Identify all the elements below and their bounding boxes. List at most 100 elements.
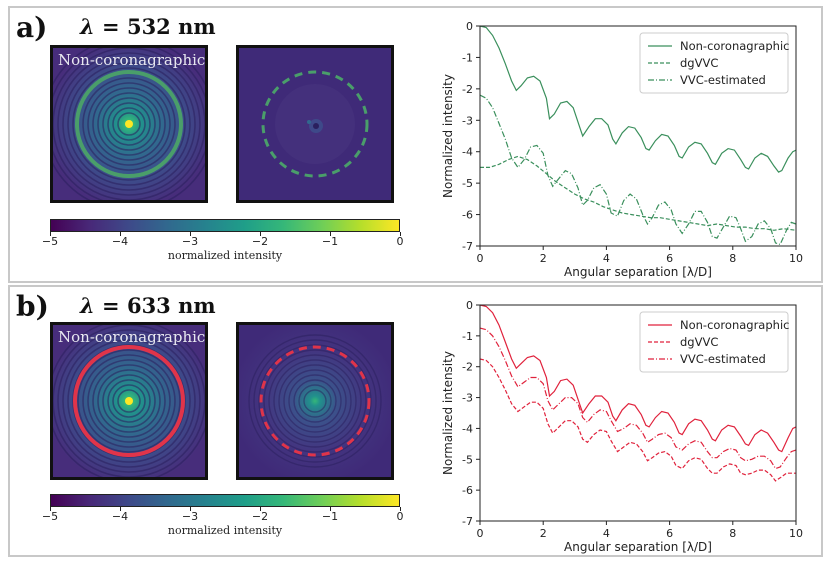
y-tick-label: -6 — [462, 209, 473, 222]
control-region-dashed-circle — [261, 70, 369, 178]
x-axis-label: Angular separation [λ/D] — [564, 265, 712, 279]
x-tick-label: 0 — [477, 527, 484, 540]
y-tick-label: -6 — [462, 484, 473, 497]
colorbar-tick — [189, 507, 191, 511]
wavelength-value: = 633 nm — [94, 293, 216, 318]
colorbar-tick — [259, 232, 261, 236]
colorbar-tick-label: −3 — [181, 510, 199, 523]
lambda-symbol: λ — [80, 14, 95, 39]
colorbar-tick-label: −1 — [321, 510, 339, 523]
psf-image — [53, 325, 205, 477]
colorbar-label: normalized intensity — [167, 524, 283, 537]
x-tick-label: 8 — [729, 527, 736, 540]
legend-label: VVC-estimated — [680, 352, 766, 366]
legend-label: VVC-estimated — [680, 73, 766, 87]
legend — [639, 311, 789, 373]
x-tick-label: 8 — [729, 252, 736, 265]
colorbar-tick-label: −1 — [321, 235, 339, 248]
colorbar — [50, 219, 400, 232]
colorbar-tick-label: −2 — [251, 235, 269, 248]
control-region-circle — [73, 345, 185, 457]
y-tick-label: -4 — [462, 146, 473, 159]
legend-label: dgVVC — [680, 335, 718, 349]
colorbar-tick-label: 0 — [396, 235, 404, 248]
series-line-dgvvc — [479, 358, 796, 482]
x-tick-label: 6 — [666, 252, 673, 265]
wavelength-title: λ = 633 nm — [80, 293, 216, 318]
colorbar-tick-label: −4 — [111, 235, 129, 248]
colorbar-tick — [329, 232, 331, 236]
colorbar-tick-label: 0 — [396, 510, 404, 523]
coronagraphic-psf — [239, 48, 391, 200]
panel-label: a) — [16, 11, 48, 44]
y-tick-label: -7 — [462, 515, 473, 528]
colorbar-tick — [119, 507, 121, 511]
y-tick-label: -1 — [462, 330, 473, 343]
colorbar-tick — [399, 507, 401, 511]
y-tick-label: -3 — [462, 392, 473, 405]
control-region-circle — [75, 70, 183, 178]
colorbar-label: normalized intensity — [167, 249, 283, 262]
colorbar-tick — [49, 232, 51, 236]
image-label: Non-coronagraphic — [58, 328, 206, 346]
x-tick-label: 6 — [666, 527, 673, 540]
series-line-vvc-estimated — [479, 94, 797, 246]
colorbar-tick-label: −5 — [41, 235, 59, 248]
non-coronagraphic-image: Non-coronagraphic — [50, 322, 208, 480]
colorbar-tick — [399, 232, 401, 236]
y-tick-label: 0 — [466, 299, 473, 312]
y-tick-label: -5 — [462, 177, 473, 190]
legend-label: dgVVC — [680, 56, 718, 70]
y-tick-label: 0 — [466, 20, 473, 33]
psf-image — [53, 48, 205, 200]
x-axis-label: Angular separation [λ/D] — [564, 540, 712, 554]
control-region-dashed-circle — [259, 345, 371, 457]
y-tick-label: -3 — [462, 114, 473, 127]
intensity-plot: 0 -1 -2 -3 -4 -5 -6 -7 0 2 4 6 8 10 Angular separation… — [441, 299, 803, 554]
y-tick-label: -7 — [462, 240, 473, 253]
legend — [639, 32, 789, 94]
series-line-non-coronagraphic — [479, 304, 797, 453]
panel-b: b) λ = 633 nm Non-coronagraphic — [8, 285, 823, 557]
colorbar-tick — [49, 507, 51, 511]
colorbar-tick-label: −4 — [111, 510, 129, 523]
y-tick-label: -2 — [462, 361, 473, 374]
panel-a: a) λ = 532 nm Non-coronagraphic — [8, 6, 823, 283]
y-axis-label: Normalized intensity — [441, 74, 455, 198]
coronagraphic-image — [236, 322, 394, 480]
x-tick-label: 2 — [540, 527, 547, 540]
series-line-dgvvc — [480, 155, 797, 231]
colorbar-tick — [119, 232, 121, 236]
plot-frame — [479, 304, 797, 522]
x-tick-label: 0 — [477, 252, 484, 265]
legend-label: Non-coronagraphic — [680, 318, 789, 332]
colorbar-tick — [259, 507, 261, 511]
legend-label: Non-coronagraphic — [680, 39, 789, 53]
y-tick-label: -1 — [462, 51, 473, 64]
plot-frame — [479, 25, 797, 247]
colorbar-tick-label: −2 — [251, 510, 269, 523]
coronagraphic-image — [236, 45, 394, 203]
image-label: Non-coronagraphic — [58, 51, 206, 69]
x-tick-label: 4 — [603, 527, 610, 540]
colorbar-tick-label: −5 — [41, 510, 59, 523]
y-axis-label: Normalized intensity — [441, 351, 455, 475]
lambda-symbol: λ — [80, 293, 95, 318]
wavelength-value: = 532 nm — [94, 14, 216, 39]
y-tick-label: -2 — [462, 83, 473, 96]
intensity-plot: 0 -1 -2 -3 -4 -5 -6 -7 0 2 4 6 8 10 Angular separation… — [441, 20, 803, 279]
colorbar — [50, 494, 400, 507]
y-tick-label: -5 — [462, 453, 473, 466]
wavelength-title: λ = 532 nm — [80, 14, 216, 39]
x-tick-label: 2 — [540, 252, 547, 265]
panel-label: b) — [16, 290, 49, 323]
x-tick-label: 10 — [789, 527, 803, 540]
x-tick-label: 10 — [789, 252, 803, 265]
colorbar-tick — [189, 232, 191, 236]
y-tick-label: -4 — [462, 422, 473, 435]
series-line-non-coronagraphic — [479, 25, 797, 173]
colorbar-tick-label: −3 — [181, 235, 199, 248]
coronagraphic-psf — [239, 325, 391, 477]
colorbar-tick — [329, 507, 331, 511]
non-coronagraphic-image: Non-coronagraphic — [50, 45, 208, 203]
